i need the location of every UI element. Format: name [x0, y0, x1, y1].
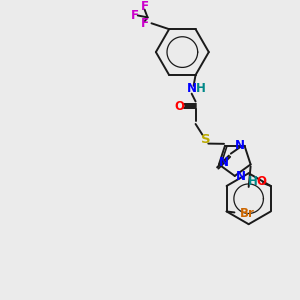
- Text: F: F: [141, 17, 148, 30]
- Text: N: N: [187, 82, 196, 95]
- Text: N: N: [236, 170, 246, 183]
- Text: N: N: [235, 139, 245, 152]
- Text: H: H: [248, 175, 258, 188]
- Text: O: O: [174, 100, 184, 113]
- Text: F: F: [131, 9, 139, 22]
- Text: F: F: [141, 0, 148, 13]
- Text: H: H: [196, 82, 206, 95]
- Text: O: O: [256, 175, 266, 188]
- Text: Br: Br: [240, 207, 255, 220]
- Text: S: S: [201, 133, 210, 146]
- Text: N: N: [219, 156, 229, 169]
